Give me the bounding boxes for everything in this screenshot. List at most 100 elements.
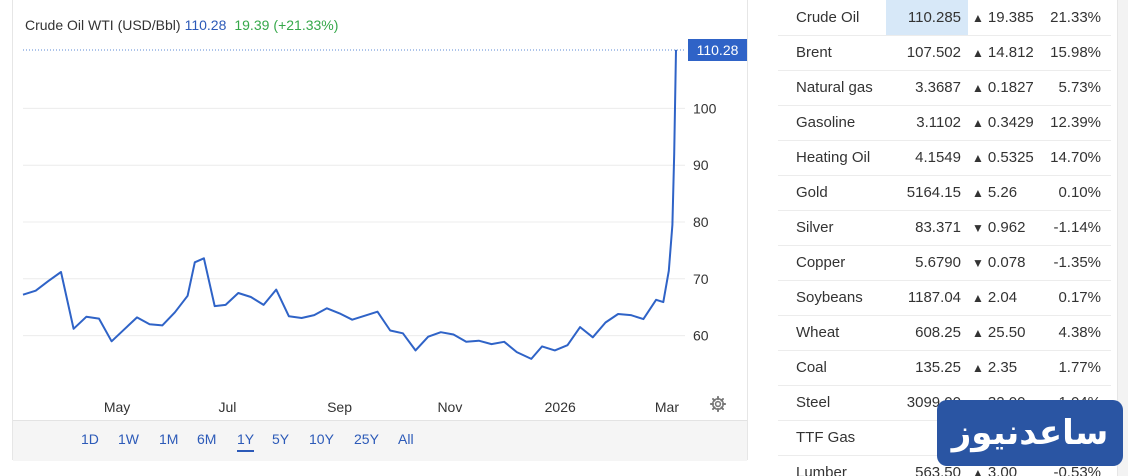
- timeframe-5y[interactable]: 5Y: [272, 431, 290, 447]
- timeframe-6m[interactable]: 6M: [197, 431, 217, 447]
- timeframe-all[interactable]: All: [398, 431, 414, 447]
- quote-change: ▲ 19.385: [968, 0, 1038, 36]
- quote-change-value: 5.26: [987, 184, 1018, 201]
- quote-change-pct: 5.73%: [1038, 70, 1111, 106]
- up-arrow-icon: ▲: [972, 326, 984, 340]
- quote-change-value: 25.50: [987, 324, 1026, 341]
- quote-name[interactable]: Coal: [778, 350, 886, 386]
- quote-change: ▲ 0.3429: [968, 105, 1038, 141]
- quote-price: 608.25: [886, 315, 968, 351]
- x-tick-label: Nov: [437, 399, 462, 415]
- quote-row[interactable]: Wheat 608.25 ▲ 25.50 4.38%: [778, 315, 1111, 351]
- up-arrow-icon: ▲: [972, 151, 984, 165]
- up-arrow-icon: ▲: [972, 116, 984, 130]
- y-tick-label: 80: [693, 214, 709, 230]
- quote-name[interactable]: Silver: [778, 210, 886, 246]
- quote-change-pct: -1.35%: [1038, 245, 1111, 281]
- quote-change: ▲ 0.5325: [968, 140, 1038, 176]
- quote-change: ▲ 25.50: [968, 315, 1038, 351]
- header-change: 19.39: [234, 17, 270, 33]
- x-tick-label: May: [104, 399, 130, 415]
- up-arrow-icon: ▲: [972, 186, 984, 200]
- quote-change-value: 2.35: [987, 359, 1018, 376]
- quote-change: ▲ 2.04: [968, 280, 1038, 316]
- scrollbar[interactable]: [1117, 0, 1128, 476]
- quote-change: ▼ 0.078: [968, 245, 1038, 281]
- chart-header: Crude Oil WTI (USD/Bbl) 110.28 19.39 (+21.3…: [25, 17, 338, 33]
- quote-name[interactable]: Heating Oil: [778, 140, 886, 176]
- y-tick-label: 70: [693, 271, 709, 287]
- timeframe-25y[interactable]: 25Y: [354, 431, 379, 447]
- down-arrow-icon: ▼: [972, 256, 984, 270]
- quote-price: 5164.15: [886, 175, 968, 211]
- quote-name[interactable]: Wheat: [778, 315, 886, 351]
- quote-change-value: 0.1827: [987, 79, 1034, 96]
- quote-name[interactable]: Crude Oil: [778, 0, 886, 36]
- quote-change-value: 19.385: [987, 8, 1034, 26]
- quote-name[interactable]: Steel: [778, 385, 886, 421]
- quote-change-pct: 21.33%: [1038, 0, 1111, 36]
- price-line: [22, 49, 677, 360]
- quote-price: 107.502: [886, 35, 968, 71]
- quote-change: ▲ 5.26: [968, 175, 1038, 211]
- y-tick-label: 60: [693, 328, 709, 344]
- quote-name[interactable]: Soybeans: [778, 280, 886, 316]
- quote-change: ▲ 14.812: [968, 35, 1038, 71]
- x-tick-label: Sep: [327, 399, 352, 415]
- quote-row[interactable]: Silver 83.371 ▼ 0.962 -1.14%: [778, 210, 1111, 246]
- quote-change-value: 0.962: [987, 219, 1026, 236]
- quote-name[interactable]: TTF Gas: [778, 420, 886, 456]
- quote-change-pct: 14.70%: [1038, 140, 1111, 176]
- quote-name[interactable]: Lumber: [778, 455, 886, 476]
- x-tick-label: Mar: [655, 399, 679, 415]
- quote-change: ▲ 0.1827: [968, 70, 1038, 106]
- quote-row[interactable]: Crude Oil 110.285 ▲ 19.385 21.33%: [778, 0, 1111, 36]
- quote-row[interactable]: Coal 135.25 ▲ 2.35 1.77%: [778, 350, 1111, 386]
- quote-change-pct: 0.17%: [1038, 280, 1111, 316]
- timeframe-bar: 1D 1W 1M 6M 1Y 5Y 10Y 25Y All: [13, 420, 747, 461]
- quote-name[interactable]: Gasoline: [778, 105, 886, 141]
- quote-name[interactable]: Copper: [778, 245, 886, 281]
- timeframe-1d[interactable]: 1D: [81, 431, 99, 447]
- x-tick-label: 2026: [545, 399, 576, 415]
- quote-price: 3.3687: [886, 70, 968, 106]
- quote-price: 83.371: [886, 210, 968, 246]
- quote-row[interactable]: Heating Oil 4.1549 ▲ 0.5325 14.70%: [778, 140, 1111, 176]
- header-change-pct: (+21.33%): [273, 17, 339, 33]
- quote-price: 3.1102: [886, 105, 968, 141]
- price-chart[interactable]: 60 70 80 90 100 May Jul Sep Nov 2026 Mar 110.28: [13, 0, 747, 420]
- gear-icon[interactable]: [709, 395, 727, 413]
- price-tag-label: 110.28: [697, 42, 739, 58]
- quote-row[interactable]: Copper 5.6790 ▼ 0.078 -1.35%: [778, 245, 1111, 281]
- header-price: 110.28: [184, 17, 227, 33]
- quote-change-pct: 1.77%: [1038, 350, 1111, 386]
- quote-price: 1187.04: [886, 280, 968, 316]
- quote-change-pct: 0.10%: [1038, 175, 1111, 211]
- timeframe-1m[interactable]: 1M: [159, 431, 179, 447]
- timeframe-1y[interactable]: 1Y: [237, 431, 255, 452]
- timeframe-10y[interactable]: 10Y: [309, 431, 334, 447]
- quote-change: ▲ 2.35: [968, 350, 1038, 386]
- quote-row[interactable]: Soybeans 1187.04 ▲ 2.04 0.17%: [778, 280, 1111, 316]
- quote-price: 110.285: [886, 0, 968, 36]
- up-arrow-icon: ▲: [972, 46, 984, 60]
- quote-price: 4.1549: [886, 140, 968, 176]
- quote-change-value: 0.3429: [987, 114, 1034, 131]
- quote-row[interactable]: Gasoline 3.1102 ▲ 0.3429 12.39%: [778, 105, 1111, 141]
- quote-change-value: 14.812: [987, 44, 1034, 61]
- timeframe-1w[interactable]: 1W: [118, 431, 139, 447]
- quote-change-pct: 4.38%: [1038, 315, 1111, 351]
- quote-price: 135.25: [886, 350, 968, 386]
- quote-name[interactable]: Natural gas: [778, 70, 886, 106]
- quote-name[interactable]: Brent: [778, 35, 886, 71]
- down-arrow-icon: ▼: [972, 221, 984, 235]
- quote-change-value: 0.078: [987, 254, 1026, 271]
- quote-price: 5.6790: [886, 245, 968, 281]
- quote-row[interactable]: Gold 5164.15 ▲ 5.26 0.10%: [778, 175, 1111, 211]
- quote-change-value: 2.04: [987, 289, 1018, 306]
- quote-row[interactable]: Brent 107.502 ▲ 14.812 15.98%: [778, 35, 1111, 71]
- watermark-logo: ساعدنیوز: [937, 400, 1123, 466]
- instrument-name: Crude Oil WTI (USD/Bbl): [25, 17, 181, 33]
- quote-row[interactable]: Natural gas 3.3687 ▲ 0.1827 5.73%: [778, 70, 1111, 106]
- quote-name[interactable]: Gold: [778, 175, 886, 211]
